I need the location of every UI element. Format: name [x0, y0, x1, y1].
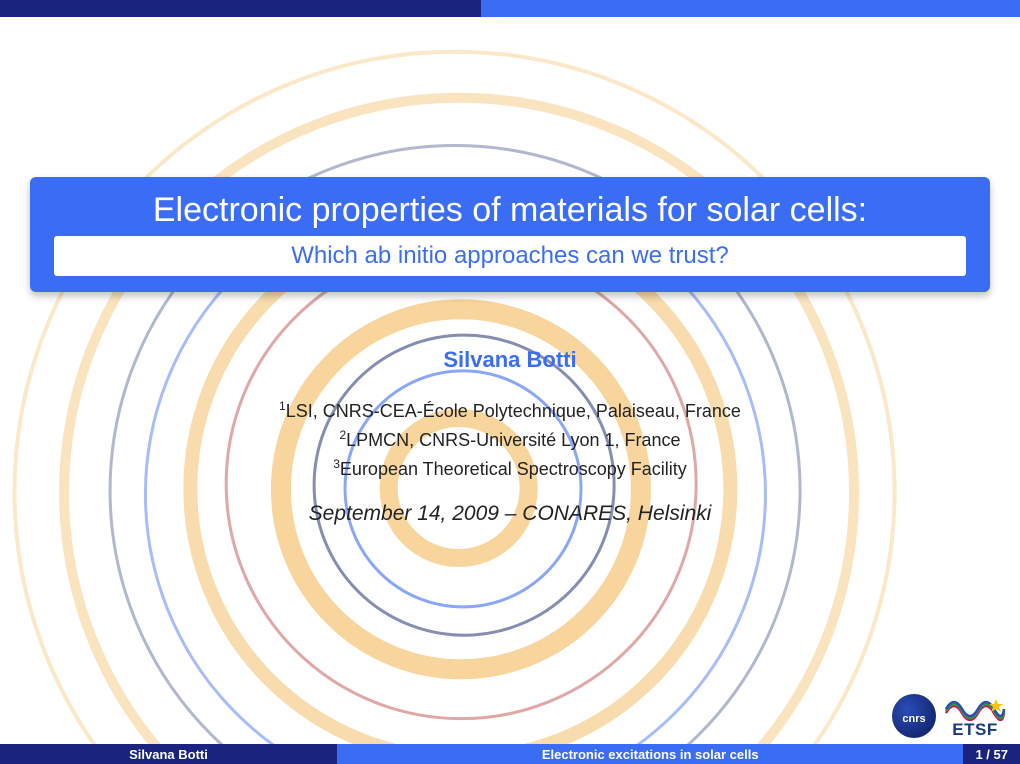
topbar: [0, 0, 1020, 17]
author-block: Silvana Botti 1LSI, CNRS-CEA-École Polyt…: [0, 347, 1020, 526]
cnrs-logo-icon: cnrs: [892, 694, 936, 738]
logo-row: cnrs ETSF: [892, 694, 1006, 738]
etsf-wave-icon: [944, 695, 1006, 721]
affiliation-text: LSI, CNRS-CEA-École Polytechnique, Palai…: [286, 401, 741, 421]
author-name: Silvana Botti: [0, 347, 1020, 373]
slide-subtitle-bar: Which ab initio approaches can we trust?: [54, 236, 966, 276]
topbar-segment-light: [481, 0, 1020, 17]
topbar-segment-dark: [0, 0, 481, 17]
slide-subtitle: Which ab initio approaches can we trust?: [64, 242, 956, 270]
affiliation-2: 2LPMCN, CNRS-Université Lyon 1, France: [0, 426, 1020, 455]
affiliation-text: LPMCN, CNRS-Université Lyon 1, France: [346, 430, 680, 450]
affiliation-1: 1LSI, CNRS-CEA-École Polytechnique, Pala…: [0, 397, 1020, 426]
footer-short-title: Electronic excitations in solar cells: [337, 744, 963, 764]
etsf-logo-icon: ETSF: [944, 695, 1006, 738]
affiliation-3: 3European Theoretical Spectroscopy Facil…: [0, 455, 1020, 484]
footer-author: Silvana Botti: [0, 744, 337, 764]
cnrs-logo-text: cnrs: [892, 713, 936, 725]
affiliation-sup: 3: [333, 457, 340, 471]
affiliation-sup: 1: [279, 399, 286, 413]
etsf-logo-text: ETSF: [952, 721, 997, 738]
footer-page-number: 1 / 57: [963, 744, 1020, 764]
footer-bar: Silvana Botti Electronic excitations in …: [0, 744, 1020, 764]
affiliation-text: European Theoretical Spectroscopy Facili…: [340, 459, 687, 479]
title-block: Electronic properties of materials for s…: [30, 177, 990, 292]
event-line: September 14, 2009 – CONARES, Helsinki: [0, 502, 1020, 526]
slide-title: Electronic properties of materials for s…: [50, 191, 970, 230]
